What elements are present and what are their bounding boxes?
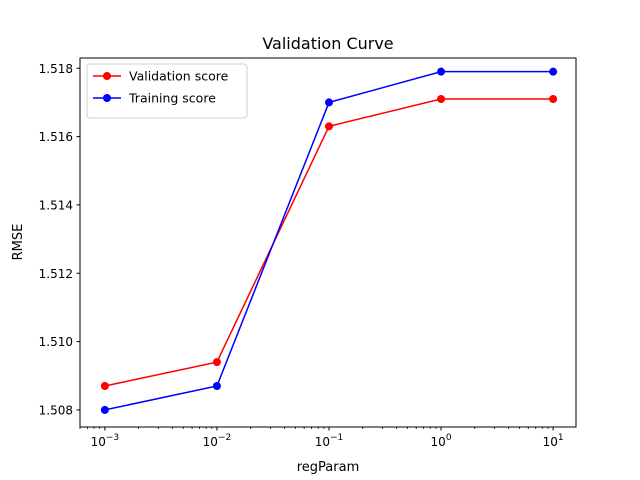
plot-area (100, 67, 558, 414)
series-point-0 (324, 122, 333, 131)
plot-frame (79, 57, 577, 428)
y-axis: 1.508 1.510 1.512 1.514 1.516 1.518 (39, 62, 80, 417)
series-point-1 (212, 382, 221, 390)
x-tick-label-exponent: 1 (558, 433, 564, 443)
series-point-1 (324, 98, 333, 107)
series-point-0 (100, 382, 109, 390)
x-axis-label: regParam (297, 460, 360, 475)
x-tick-label-base: 10 (203, 435, 218, 449)
y-tick-label: 1.508 (39, 403, 73, 417)
legend-marker-0 (103, 72, 111, 80)
y-tick-label: 1.514 (39, 198, 73, 212)
y-tick-label: 1.518 (39, 62, 73, 76)
y-tick-label: 1.512 (39, 267, 73, 281)
y-axis-label: RMSE (11, 224, 26, 261)
x-tick-label-exponent: −2 (218, 433, 231, 443)
x-tick-label: 101 (543, 433, 564, 449)
series-point-0 (212, 358, 221, 367)
x-tick-label-exponent: −3 (106, 433, 119, 443)
y-tick-label: 1.510 (39, 335, 73, 349)
x-tick-label-base: 10 (543, 435, 558, 449)
x-tick-label: 10−3 (91, 433, 120, 449)
x-tick-label-exponent: 0 (446, 433, 452, 443)
x-tick-label-exponent: −1 (330, 433, 343, 443)
x-axis: 10−3 10−2 10−1 100 101 (79, 427, 564, 449)
x-tick-label: 10−2 (203, 433, 232, 449)
legend-frame (86, 63, 248, 119)
series-point-1 (100, 405, 109, 414)
legend-label-0: Validation score (129, 69, 229, 84)
x-tick-label-base: 10 (315, 435, 330, 449)
series-point-0 (437, 95, 446, 103)
x-tick-label-base: 10 (91, 435, 106, 449)
legend: Validation score Training score (86, 63, 248, 119)
series-point-1 (549, 67, 558, 76)
series-point-1 (437, 67, 446, 76)
legend-marker-1 (103, 94, 111, 102)
x-tick-label-base: 10 (431, 435, 446, 449)
x-tick-label: 10−1 (315, 433, 344, 449)
chart-title: Validation Curve (262, 34, 393, 53)
x-tick-label: 100 (431, 433, 452, 449)
series-line-0 (104, 98, 554, 387)
legend-label-1: Training score (128, 91, 216, 106)
y-tick-label: 1.516 (39, 130, 73, 144)
series-point-0 (549, 95, 558, 103)
